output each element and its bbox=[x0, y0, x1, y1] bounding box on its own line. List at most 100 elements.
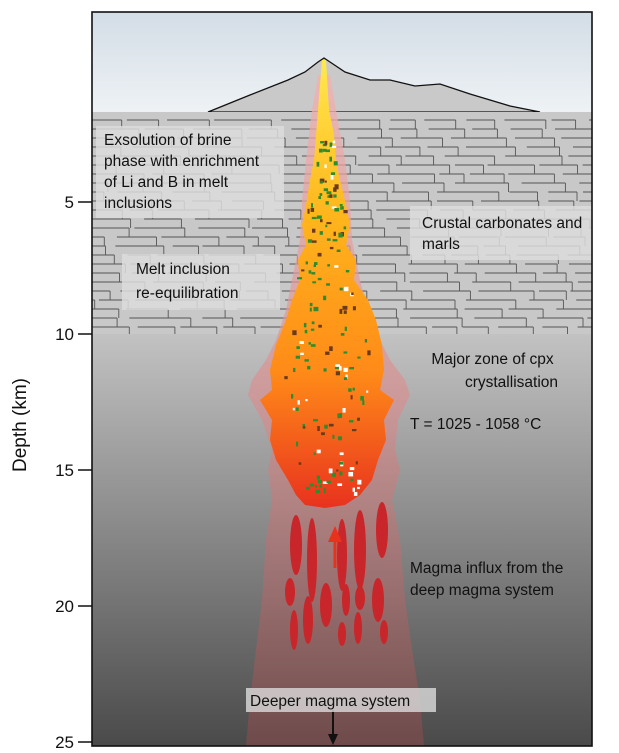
crystal-speck bbox=[334, 184, 339, 190]
crystal-speck bbox=[331, 145, 337, 148]
crystal-speck bbox=[315, 489, 321, 493]
crystal-speck bbox=[307, 365, 311, 370]
crystal-speck bbox=[313, 306, 319, 312]
crystal-speck bbox=[352, 387, 355, 391]
magma-blob bbox=[338, 622, 346, 646]
crystal-speck bbox=[349, 467, 355, 471]
magma-blob bbox=[354, 612, 362, 644]
crystal-speck bbox=[314, 262, 318, 265]
crystal-speck bbox=[338, 462, 344, 465]
crystal-speck bbox=[329, 246, 334, 250]
crystal-speck bbox=[293, 367, 296, 372]
label-exsolution: Exsolution of brine phase with enrichmen… bbox=[104, 132, 263, 212]
depth-axis: 5 10 15 20 25 Depth (km) bbox=[10, 193, 92, 752]
label-box-carbonates bbox=[410, 206, 592, 260]
crystal-speck bbox=[328, 423, 334, 427]
crystal-speck bbox=[307, 239, 313, 243]
crystal-speck bbox=[339, 366, 342, 371]
crystal-speck bbox=[317, 426, 320, 431]
crystal-speck bbox=[313, 419, 318, 422]
crystal-speck bbox=[329, 346, 333, 351]
crystal-speck bbox=[360, 396, 364, 401]
crystal-speck bbox=[343, 367, 348, 372]
crystal-speck bbox=[302, 426, 306, 429]
crystal-speck bbox=[310, 207, 315, 212]
crystal-speck bbox=[339, 413, 343, 418]
crystal-speck bbox=[364, 339, 368, 343]
magma-blob bbox=[307, 518, 317, 602]
crystal-speck bbox=[316, 449, 321, 454]
crystal-speck bbox=[305, 399, 308, 402]
crystal-speck bbox=[339, 471, 343, 476]
crystal-speck bbox=[348, 388, 352, 392]
crystal-speck bbox=[284, 376, 288, 380]
crystal-speck bbox=[324, 140, 328, 145]
crystal-speck bbox=[333, 161, 338, 166]
crystal-speck bbox=[326, 191, 332, 195]
crystal-speck bbox=[320, 141, 324, 144]
label-box-deeper bbox=[246, 688, 436, 712]
crystal-speck bbox=[311, 272, 316, 275]
crystal-speck bbox=[339, 452, 344, 456]
crystal-speck bbox=[320, 180, 323, 184]
crystal-speck bbox=[332, 434, 335, 439]
crystal-speck bbox=[306, 486, 310, 490]
crystal-speck bbox=[311, 203, 313, 208]
crystal-speck bbox=[319, 148, 323, 153]
crystal-speck bbox=[330, 172, 336, 175]
crystal-speck bbox=[362, 400, 365, 405]
crystal-speck bbox=[336, 249, 341, 252]
crystal-speck bbox=[324, 164, 327, 169]
crystal-speck bbox=[352, 429, 357, 432]
label-cpx-zone: Major zone of cpx crystallisation bbox=[431, 351, 558, 391]
label-reequilibration: Melt inclusion re-equilibration bbox=[136, 261, 239, 302]
crystal-speck bbox=[343, 310, 347, 314]
crystal-speck bbox=[326, 238, 331, 241]
crystal-speck bbox=[300, 352, 304, 355]
label-deeper-magma: Deeper magma system bbox=[250, 693, 410, 710]
crystal-speck bbox=[324, 180, 327, 183]
tick-20: 20 bbox=[55, 597, 92, 616]
crystal-speck bbox=[292, 407, 295, 411]
crystal-speck bbox=[309, 302, 313, 307]
crystal-speck bbox=[321, 432, 325, 436]
crystal-speck bbox=[313, 452, 316, 455]
frame bbox=[91, 11, 593, 747]
crystal-speck bbox=[326, 222, 332, 225]
magma-blob bbox=[303, 596, 313, 644]
tick-25: 25 bbox=[55, 733, 92, 752]
label-box-reequil bbox=[122, 254, 280, 310]
magma-blob bbox=[320, 583, 332, 627]
crystal-speck bbox=[313, 264, 316, 267]
svg-text:10: 10 bbox=[55, 325, 74, 344]
crystal-speck bbox=[350, 478, 354, 481]
crystal-speck bbox=[357, 486, 360, 490]
crystal-speck bbox=[343, 210, 348, 214]
crystal-speck bbox=[332, 239, 338, 242]
crystal-speck bbox=[350, 395, 353, 400]
crystal-speck bbox=[339, 287, 343, 291]
magma-blob bbox=[372, 578, 384, 622]
crystal-speck bbox=[305, 261, 308, 265]
magma-blob bbox=[355, 586, 365, 610]
crystal-speck bbox=[339, 204, 343, 207]
crystal-speck bbox=[357, 417, 360, 421]
crystal-speck bbox=[355, 461, 358, 465]
crystal-speck bbox=[344, 326, 347, 331]
crystal-speck bbox=[343, 377, 348, 380]
crystal-speck bbox=[295, 355, 300, 359]
crystal-speck bbox=[329, 156, 332, 162]
crystal-speck bbox=[343, 351, 348, 354]
crystal-speck bbox=[342, 305, 348, 310]
magma-blob bbox=[380, 620, 388, 644]
crystal-speck bbox=[312, 240, 317, 243]
crystal-speck bbox=[325, 351, 330, 355]
svg-text:5: 5 bbox=[65, 193, 74, 212]
crystal-speck bbox=[329, 142, 333, 147]
magma-blob bbox=[290, 610, 298, 650]
crystal-speck bbox=[337, 483, 343, 486]
tick-5: 5 bbox=[65, 193, 92, 212]
crystal-speck bbox=[336, 469, 339, 472]
crystal-speck bbox=[337, 413, 340, 419]
